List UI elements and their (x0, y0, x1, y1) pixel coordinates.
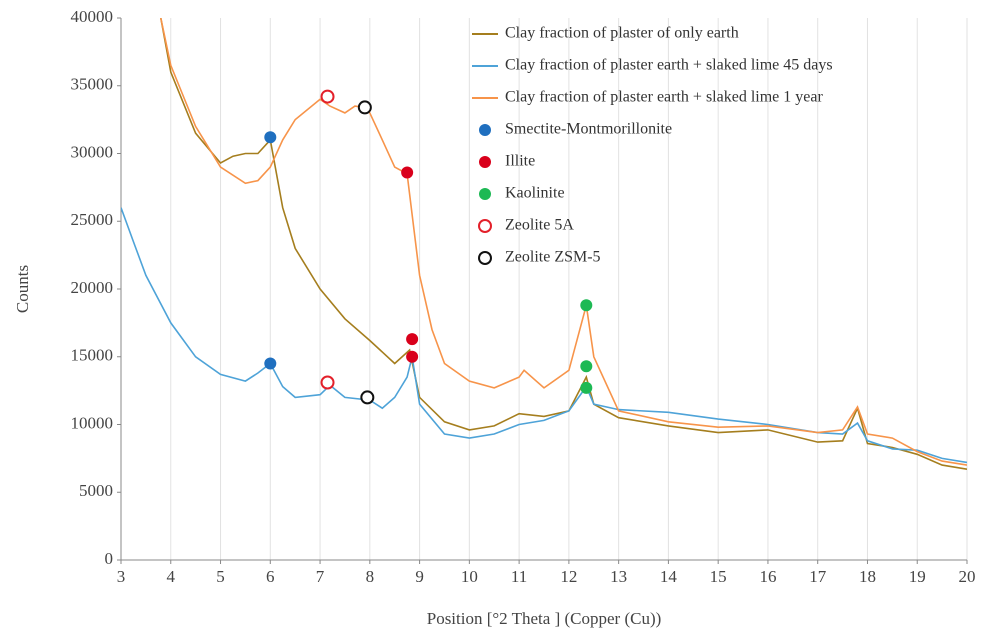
x-tick-label: 9 (415, 567, 424, 586)
line (160, 18, 967, 466)
x-tick-label: 19 (909, 567, 926, 586)
legend-label: Clay fraction of plaster earth + slaked … (505, 89, 823, 106)
marker (406, 350, 419, 363)
x-tick-label: 20 (959, 567, 976, 586)
marker (357, 100, 372, 115)
legend: Clay fraction of plaster of only earth Cl… (472, 25, 833, 266)
y-tick-label: 30000 (71, 142, 114, 161)
x-axis-label: Position [°2 Theta ] (Copper (Cu)) (427, 609, 662, 628)
legend-label: Kaolinite (505, 185, 565, 202)
x-tick-label: 3 (117, 567, 126, 586)
marker (580, 381, 593, 394)
line (160, 18, 967, 470)
y-tick-label: 20000 (71, 278, 114, 297)
y-tick-label: 5000 (79, 481, 113, 500)
legend-label: Illite (505, 153, 535, 170)
y-axis-label: Counts (13, 265, 32, 313)
legend-label: Smectite-Montmorillonite (505, 121, 672, 138)
marker (264, 131, 277, 144)
legend-label: Clay fraction of plaster of only earth (505, 25, 739, 42)
axes: 0 5000 10000 15000 20000 25000 30000 35000 40000… (71, 7, 976, 586)
x-tick-label: 15 (710, 567, 727, 586)
x-tick-label: 6 (266, 567, 275, 586)
x-tick-label: 16 (759, 567, 776, 586)
line (121, 207, 967, 464)
marker (320, 89, 335, 104)
marker (360, 390, 375, 405)
legend-label: Zeolite 5A (505, 217, 574, 234)
x-tick-label: 4 (167, 567, 176, 586)
x-tick-label: 14 (660, 567, 678, 586)
x-tick-label: 13 (610, 567, 627, 586)
markers (264, 89, 593, 405)
legend-swatch (479, 156, 491, 168)
legend-label: Zeolite ZSM-5 (505, 249, 601, 266)
legend-swatch (479, 188, 491, 200)
y-tick-label: 25000 (71, 210, 114, 229)
marker (580, 299, 593, 312)
marker (580, 360, 593, 373)
y-tick-label: 15000 (71, 346, 114, 365)
marker (264, 357, 277, 370)
y-tick-label: 0 (105, 549, 114, 568)
legend-swatch (478, 251, 492, 265)
y-tick-label: 35000 (71, 75, 114, 94)
x-tick-label: 12 (560, 567, 577, 586)
marker (406, 333, 419, 346)
x-tick-label: 11 (511, 567, 527, 586)
legend-label: Clay fraction of plaster earth + slaked … (505, 57, 833, 74)
y-tick-label: 10000 (71, 413, 114, 432)
y-tick-label: 40000 (71, 7, 114, 26)
x-tick-label: 18 (859, 567, 876, 586)
x-tick-label: 8 (366, 567, 375, 586)
marker (320, 375, 335, 390)
x-tick-label: 10 (461, 567, 478, 586)
x-tick-label: 17 (809, 567, 827, 586)
x-tick-label: 5 (216, 567, 225, 586)
plot (121, 18, 967, 470)
legend-swatch (479, 124, 491, 136)
legend-swatch (478, 219, 492, 233)
x-tick-label: 7 (316, 567, 325, 586)
marker (401, 166, 414, 179)
